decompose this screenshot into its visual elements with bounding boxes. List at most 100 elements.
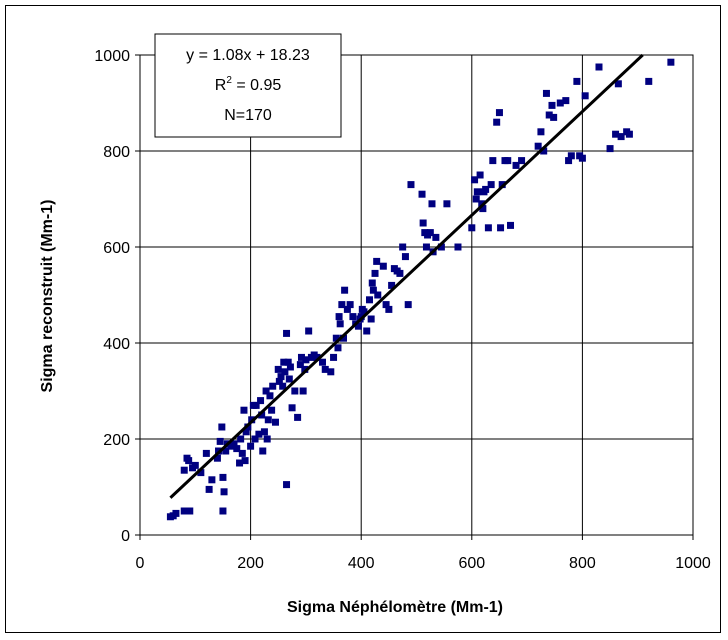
data-point	[280, 358, 288, 366]
data-point	[473, 188, 481, 196]
data-point	[291, 387, 299, 395]
x-axis-title: Sigma Néphélomètre (Mm-1)	[287, 599, 503, 616]
x-tick-label: 200	[237, 555, 264, 572]
x-tick-label: 1000	[675, 555, 711, 572]
data-point	[302, 356, 310, 364]
y-tick-label: 1000	[94, 48, 130, 65]
data-point	[368, 279, 376, 287]
data-point	[365, 296, 373, 304]
data-point	[388, 281, 396, 289]
x-tick-label: 800	[569, 555, 596, 572]
data-point	[617, 133, 625, 141]
data-point	[263, 435, 271, 443]
data-point	[264, 416, 272, 424]
y-tick-label: 600	[103, 240, 130, 257]
data-point	[382, 301, 390, 309]
data-point	[396, 269, 404, 277]
data-point	[471, 176, 479, 184]
data-point	[667, 58, 675, 66]
data-point	[562, 97, 570, 105]
x-tick-label: 600	[458, 555, 485, 572]
y-tick-label: 200	[103, 432, 130, 449]
data-point	[567, 152, 575, 160]
data-point	[468, 224, 476, 232]
data-point	[242, 428, 250, 436]
data-point	[220, 488, 228, 496]
data-point	[373, 257, 381, 265]
data-point	[251, 435, 259, 443]
data-point	[335, 313, 343, 321]
data-point	[191, 461, 199, 469]
data-point	[274, 365, 282, 373]
data-point	[269, 382, 277, 390]
data-point	[313, 353, 321, 361]
data-point	[578, 154, 586, 162]
data-point	[595, 63, 603, 71]
data-point	[230, 440, 238, 448]
data-point	[279, 382, 287, 390]
data-point	[297, 353, 305, 361]
data-point	[218, 423, 226, 431]
data-point	[363, 327, 371, 335]
data-point	[556, 99, 564, 107]
r-squared-text: R2 = 0.95	[215, 75, 282, 94]
data-point	[542, 89, 550, 97]
data-point	[258, 411, 266, 419]
data-point	[219, 473, 227, 481]
data-point	[288, 404, 296, 412]
data-point	[489, 157, 497, 165]
data-point	[172, 509, 180, 517]
y-tick-labels: 0 200 400 600 800 1000	[94, 48, 130, 545]
data-point	[283, 329, 291, 337]
data-point	[219, 507, 227, 515]
plot-area-border	[139, 54, 694, 536]
data-point	[237, 435, 245, 443]
data-point	[497, 224, 505, 232]
data-point	[202, 449, 210, 457]
data-point	[305, 327, 313, 335]
data-point	[343, 305, 351, 313]
data-point	[185, 457, 193, 465]
data-point	[349, 313, 357, 321]
y-tick-label: 800	[103, 144, 130, 161]
data-point	[255, 430, 263, 438]
x-tick-labels: 0 200 400 600 800 1000	[136, 555, 711, 572]
data-point	[238, 449, 246, 457]
data-point	[321, 365, 329, 373]
data-point	[233, 445, 241, 453]
data-point	[407, 181, 415, 189]
data-point	[545, 111, 553, 119]
data-point	[301, 365, 309, 373]
data-point	[247, 442, 255, 450]
data-point	[478, 200, 486, 208]
data-point	[432, 233, 440, 241]
data-point	[487, 181, 495, 189]
equation-text: y = 1.08x + 18.23	[186, 47, 310, 64]
data-point	[186, 507, 194, 515]
data-point	[534, 142, 542, 150]
x-tick-label: 400	[348, 555, 375, 572]
data-point	[476, 171, 484, 179]
data-point	[482, 185, 490, 193]
data-point	[338, 301, 346, 309]
data-point	[294, 413, 302, 421]
data-point	[472, 195, 480, 203]
y-tick-label: 400	[103, 336, 130, 353]
data-point	[422, 243, 430, 251]
y-tick-label: 0	[121, 528, 130, 545]
trend-line	[169, 53, 644, 499]
data-point	[357, 313, 365, 321]
data-point	[216, 437, 224, 445]
equation-box-border	[154, 33, 342, 138]
data-point	[268, 406, 276, 414]
data-point	[625, 130, 633, 138]
data-point	[286, 363, 294, 371]
data-point	[369, 286, 377, 294]
data-point	[606, 145, 614, 153]
data-point	[197, 469, 205, 477]
data-point	[498, 181, 506, 189]
data-point	[426, 229, 434, 237]
data-point	[437, 243, 445, 251]
n-count-text: N=170	[224, 107, 272, 124]
data-point	[428, 200, 436, 208]
